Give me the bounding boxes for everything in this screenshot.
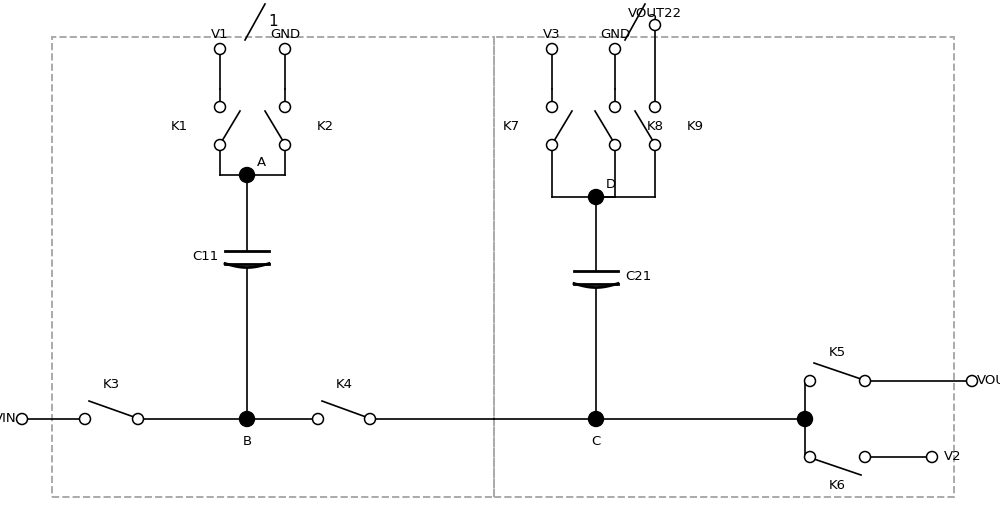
Circle shape bbox=[588, 412, 604, 426]
Circle shape bbox=[214, 44, 226, 54]
Text: V2: V2 bbox=[944, 451, 962, 464]
Circle shape bbox=[805, 376, 816, 386]
Text: K1: K1 bbox=[171, 120, 188, 132]
Text: D: D bbox=[606, 178, 616, 191]
Circle shape bbox=[546, 102, 558, 112]
Circle shape bbox=[967, 376, 978, 386]
Circle shape bbox=[132, 414, 144, 425]
Text: 1: 1 bbox=[268, 15, 278, 30]
Text: K8: K8 bbox=[647, 120, 664, 132]
Circle shape bbox=[80, 414, 90, 425]
Text: K7: K7 bbox=[503, 120, 520, 132]
Circle shape bbox=[926, 452, 938, 463]
Circle shape bbox=[546, 140, 558, 151]
Circle shape bbox=[280, 102, 290, 112]
Text: K5: K5 bbox=[829, 346, 846, 359]
Circle shape bbox=[280, 140, 290, 151]
Circle shape bbox=[805, 452, 816, 463]
Text: C: C bbox=[591, 435, 601, 448]
Text: V1: V1 bbox=[211, 28, 229, 41]
Circle shape bbox=[610, 102, 620, 112]
Text: C11: C11 bbox=[192, 250, 218, 264]
Circle shape bbox=[240, 412, 255, 426]
Circle shape bbox=[280, 44, 290, 54]
Text: GND: GND bbox=[600, 28, 630, 41]
Circle shape bbox=[588, 190, 604, 204]
Circle shape bbox=[546, 44, 558, 54]
Text: A: A bbox=[257, 156, 266, 169]
Circle shape bbox=[798, 412, 813, 426]
Text: V3: V3 bbox=[543, 28, 561, 41]
Circle shape bbox=[650, 19, 660, 31]
Circle shape bbox=[650, 102, 660, 112]
Circle shape bbox=[240, 168, 255, 182]
Text: VIN: VIN bbox=[0, 413, 17, 425]
Text: 2: 2 bbox=[648, 15, 658, 30]
Circle shape bbox=[214, 140, 226, 151]
Text: B: B bbox=[242, 435, 252, 448]
Text: VOUT21: VOUT21 bbox=[977, 375, 1000, 387]
Text: GND: GND bbox=[270, 28, 300, 41]
Circle shape bbox=[214, 102, 226, 112]
Text: K9: K9 bbox=[687, 120, 704, 132]
Circle shape bbox=[16, 414, 28, 425]
Text: K3: K3 bbox=[103, 378, 120, 391]
Text: C21: C21 bbox=[625, 270, 651, 284]
Circle shape bbox=[364, 414, 376, 425]
Circle shape bbox=[860, 452, 870, 463]
Circle shape bbox=[610, 44, 620, 54]
Text: K2: K2 bbox=[317, 120, 334, 132]
Circle shape bbox=[860, 376, 870, 386]
Circle shape bbox=[650, 140, 660, 151]
Text: VOUT22: VOUT22 bbox=[628, 7, 682, 20]
Text: K4: K4 bbox=[336, 378, 353, 391]
Circle shape bbox=[610, 140, 620, 151]
Circle shape bbox=[312, 414, 324, 425]
Text: K6: K6 bbox=[829, 479, 846, 492]
